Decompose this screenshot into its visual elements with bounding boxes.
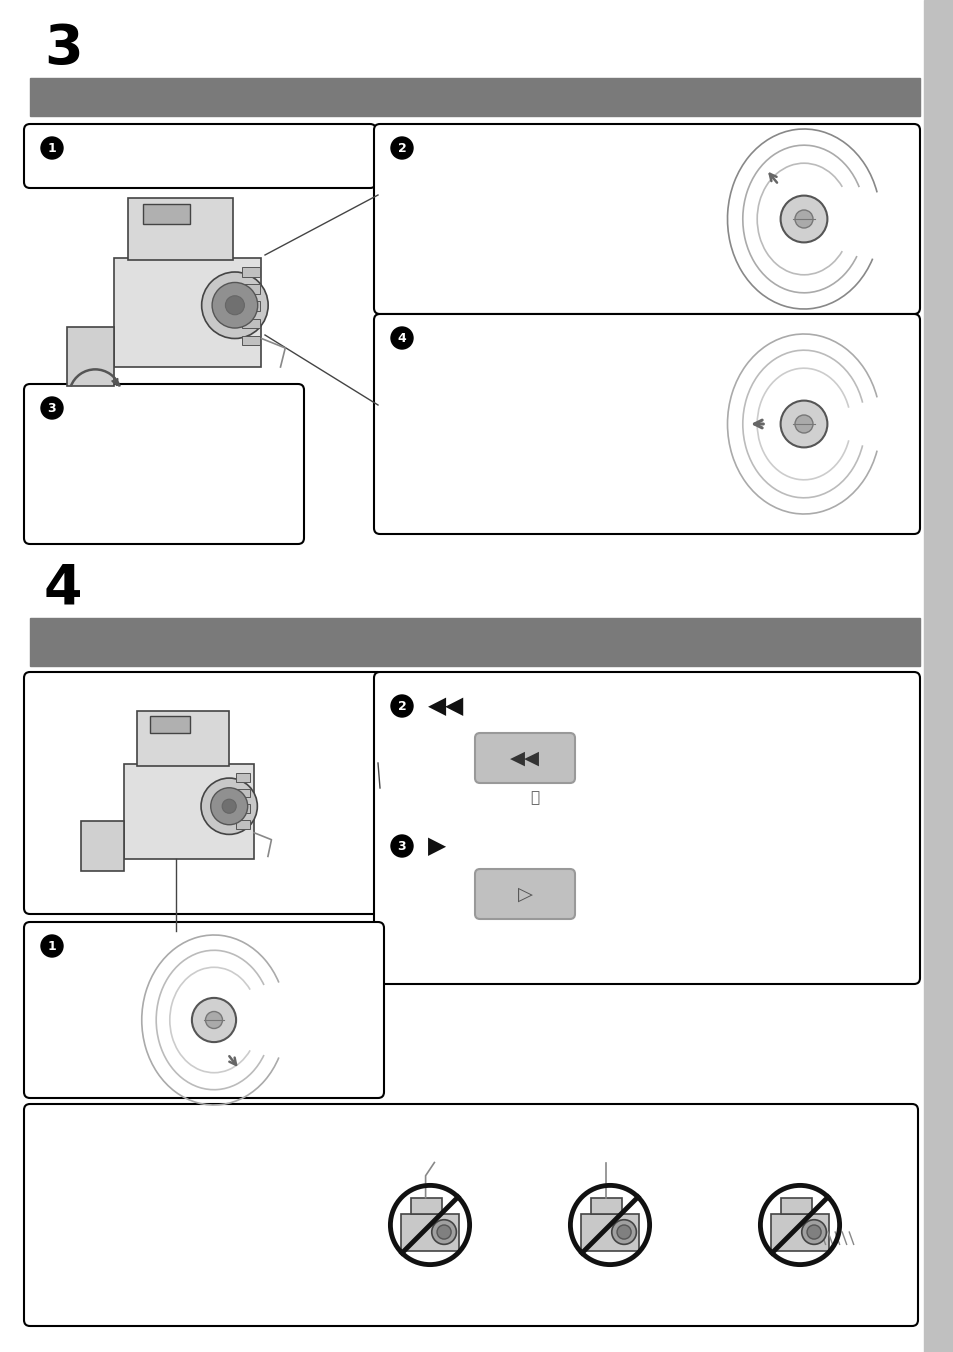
Bar: [136, 711, 229, 765]
FancyBboxPatch shape: [24, 384, 304, 544]
Circle shape: [222, 799, 236, 814]
Bar: [143, 204, 190, 224]
Bar: [771, 1214, 828, 1251]
Polygon shape: [81, 821, 124, 871]
Bar: [580, 1214, 638, 1251]
Circle shape: [780, 196, 826, 242]
Circle shape: [391, 137, 413, 160]
FancyBboxPatch shape: [24, 672, 384, 914]
Bar: [124, 764, 253, 859]
Circle shape: [211, 788, 248, 825]
Text: 4: 4: [44, 562, 82, 617]
Circle shape: [806, 1225, 821, 1238]
Bar: [236, 773, 250, 781]
Bar: [242, 284, 259, 293]
Circle shape: [192, 998, 235, 1042]
Bar: [129, 197, 233, 260]
Text: 2: 2: [397, 699, 406, 713]
Circle shape: [611, 1220, 636, 1244]
Circle shape: [391, 327, 413, 349]
Bar: [780, 1198, 811, 1214]
Circle shape: [391, 836, 413, 857]
FancyBboxPatch shape: [374, 314, 919, 534]
Text: 3: 3: [48, 402, 56, 415]
Circle shape: [212, 283, 257, 329]
Circle shape: [794, 210, 812, 228]
Bar: [242, 268, 259, 277]
Bar: [236, 788, 250, 798]
Circle shape: [801, 1220, 825, 1244]
FancyBboxPatch shape: [374, 124, 919, 314]
Text: ▷: ▷: [517, 884, 532, 903]
FancyBboxPatch shape: [475, 869, 575, 919]
Circle shape: [391, 695, 413, 717]
Circle shape: [780, 400, 826, 448]
Circle shape: [225, 296, 244, 315]
Text: 1: 1: [48, 142, 56, 154]
Text: 4: 4: [397, 331, 406, 345]
Text: 3: 3: [397, 840, 406, 853]
Bar: [242, 301, 259, 311]
FancyBboxPatch shape: [24, 124, 375, 188]
Bar: [30, 78, 919, 116]
Circle shape: [201, 779, 257, 834]
Text: ◀◀: ◀◀: [510, 749, 539, 768]
Circle shape: [432, 1220, 456, 1244]
Circle shape: [617, 1225, 631, 1238]
Text: 3: 3: [44, 22, 83, 76]
Bar: [242, 335, 259, 345]
Text: ⏮: ⏮: [530, 791, 539, 806]
Circle shape: [794, 415, 812, 433]
Bar: [236, 821, 250, 829]
Circle shape: [205, 1011, 222, 1029]
Text: ◀◀: ◀◀: [428, 694, 464, 718]
Bar: [114, 258, 261, 366]
Circle shape: [41, 397, 63, 419]
Circle shape: [41, 137, 63, 160]
Circle shape: [201, 272, 268, 338]
Circle shape: [436, 1225, 451, 1238]
Circle shape: [41, 936, 63, 957]
Bar: [590, 1198, 621, 1214]
Bar: [242, 319, 259, 329]
FancyBboxPatch shape: [24, 922, 384, 1098]
Text: ▶: ▶: [428, 834, 446, 859]
Text: 2: 2: [397, 142, 406, 154]
Bar: [150, 715, 190, 733]
FancyBboxPatch shape: [475, 733, 575, 783]
Text: 1: 1: [48, 940, 56, 953]
FancyBboxPatch shape: [24, 1105, 917, 1326]
Bar: [410, 1198, 442, 1214]
FancyBboxPatch shape: [374, 672, 919, 984]
Bar: [236, 804, 250, 814]
Polygon shape: [67, 327, 114, 387]
Bar: [401, 1214, 458, 1251]
Bar: [30, 618, 919, 667]
Bar: [923, 0, 953, 1352]
